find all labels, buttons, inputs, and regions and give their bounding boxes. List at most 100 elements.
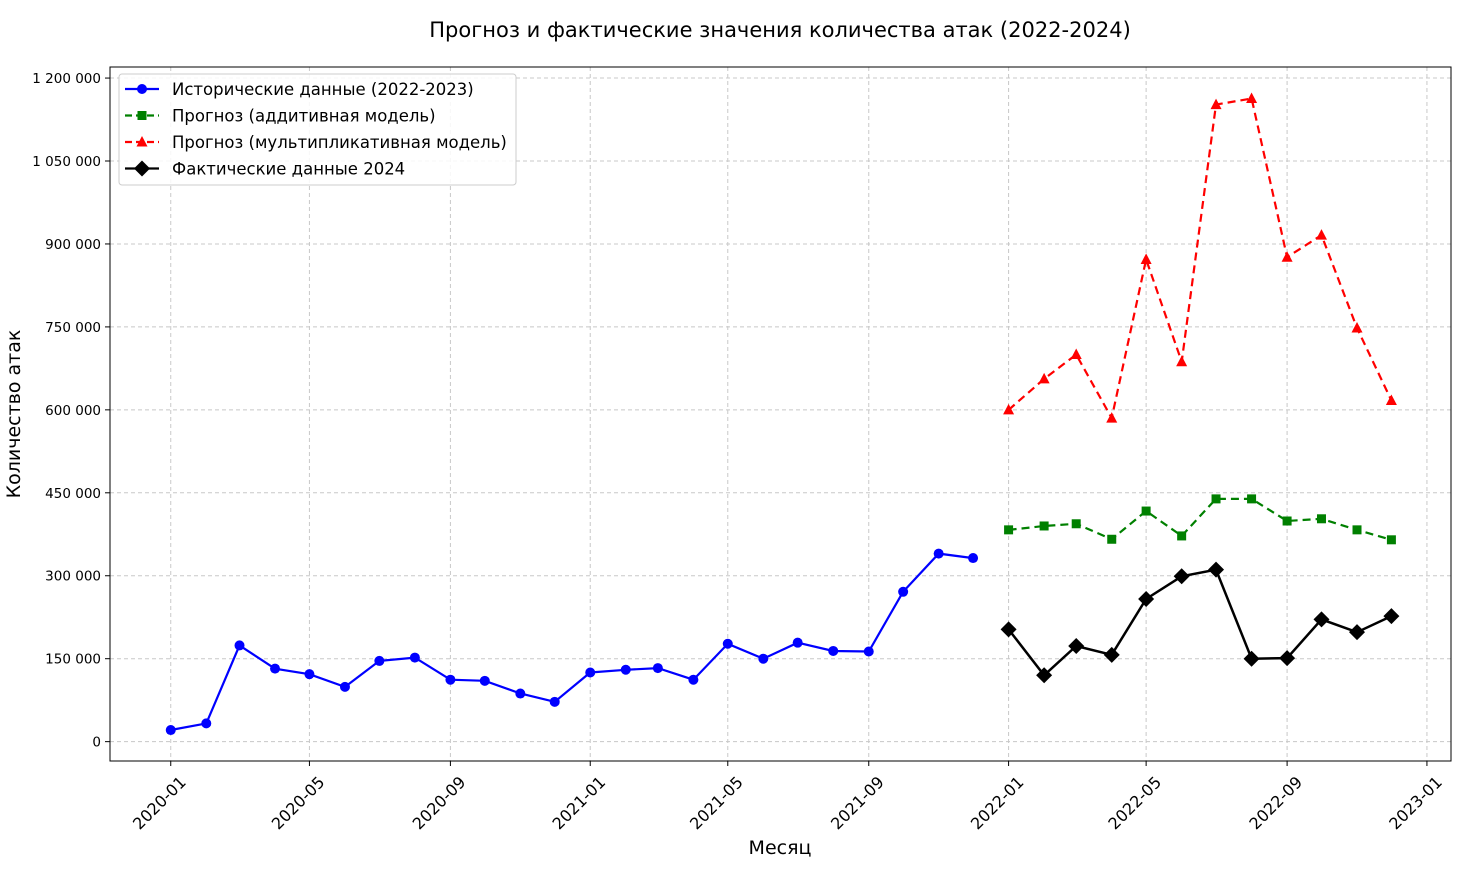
data-point: [374, 655, 385, 666]
data-point: [1173, 568, 1190, 585]
data-point: [1039, 521, 1049, 531]
data-point: [1208, 561, 1225, 578]
data-point: [863, 646, 874, 657]
x-tick-label: 2020-09: [409, 773, 470, 834]
data-point: [1313, 611, 1330, 628]
data-point: [409, 652, 420, 663]
y-tick-label: 600 000: [45, 403, 101, 419]
data-point: [1107, 534, 1117, 544]
chart-title: Прогноз и фактические значения количеств…: [429, 18, 1131, 42]
data-point: [968, 553, 979, 564]
data-point: [234, 640, 245, 651]
legend-label: Прогноз (мультипликативная модель): [172, 133, 507, 152]
data-point: [1140, 253, 1152, 264]
data-point: [1210, 98, 1222, 110]
data-point: [1279, 650, 1296, 667]
data-point: [1177, 531, 1187, 541]
legend-marker: [136, 136, 148, 147]
x-tick-label: 2021-09: [827, 773, 888, 834]
data-point: [722, 638, 733, 649]
data-point: [652, 663, 663, 674]
data-point: [1281, 251, 1293, 262]
series-line: [170, 552, 974, 732]
y-tick-label: 300 000: [45, 569, 101, 585]
y-tick-label: 1 050 000: [32, 154, 101, 170]
data-point: [1386, 535, 1396, 545]
legend: Исторические данные (2022-2023) Прогноз (…: [118, 73, 517, 186]
legend-box: [118, 73, 517, 186]
legend-marker: [134, 160, 150, 177]
data-point: [933, 548, 944, 559]
x-tick-label: 2022-01: [967, 773, 1028, 834]
data-point: [165, 725, 176, 736]
y-axis: 0 150 000 300 000 450 000 600 000 750 000 900 …: [32, 71, 110, 751]
data-point: [1385, 394, 1397, 405]
data-point: [1103, 646, 1120, 663]
y-tick-label: 450 000: [45, 486, 101, 502]
data-point: [1068, 637, 1085, 654]
data-point: [1315, 229, 1327, 240]
data-point: [1352, 525, 1362, 535]
x-axis-label: Месяц: [749, 837, 812, 859]
y-tick-label: 150 000: [45, 652, 101, 668]
data-point: [1349, 624, 1366, 641]
data-point: [304, 669, 315, 680]
plot-frame: [109, 66, 1452, 762]
y-tick-label: 1 200 000: [32, 71, 101, 87]
x-tick-label: 2022-09: [1245, 773, 1306, 834]
x-axis: 2020-01 2020-05 2020-09 2021-01 2021-05 2021-…: [129, 761, 1446, 833]
legend-entry: Прогноз (мультипликативная модель): [125, 133, 507, 152]
data-point: [620, 664, 631, 675]
data-point: [1316, 514, 1326, 524]
x-tick-label: 2023-01: [1385, 773, 1446, 834]
data-point: [1003, 403, 1015, 415]
data-point: [479, 675, 490, 686]
data-point: [898, 586, 909, 597]
data-point: [1000, 621, 1017, 638]
series-line: [1008, 497, 1392, 541]
data-point: [758, 653, 769, 664]
x-tick-label: 2021-05: [686, 773, 747, 834]
data-point: [515, 688, 526, 699]
data-point: [1036, 667, 1053, 684]
data-point: [1247, 494, 1257, 504]
data-point: [1383, 608, 1400, 625]
legend-label: Прогноз (аддитивная модель): [172, 107, 436, 126]
data-point: [1246, 92, 1258, 104]
data-point: [1243, 650, 1260, 667]
data-point: [1038, 372, 1050, 384]
data-point: [1004, 525, 1014, 535]
series-line: [1007, 568, 1392, 678]
data-point: [688, 674, 699, 685]
legend-marker: [137, 111, 147, 120]
x-tick-label: 2021-01: [549, 773, 610, 834]
legend-entry: Прогноз (аддитивная модель): [125, 107, 436, 126]
data-point: [270, 663, 281, 674]
series-line: [1007, 97, 1393, 422]
series-2: [1003, 92, 1397, 423]
data-point: [1282, 516, 1292, 526]
data-point: [549, 696, 560, 707]
data-point: [585, 667, 596, 678]
data-point: [1138, 590, 1155, 607]
data-point: [339, 681, 350, 692]
legend-marker: [137, 84, 147, 94]
data-point: [1351, 322, 1363, 333]
data-point: [201, 718, 212, 729]
data-point: [792, 637, 803, 648]
x-tick-label: 2020-05: [268, 773, 329, 834]
data-point: [1176, 355, 1188, 367]
y-tick-label: 0: [92, 735, 101, 751]
legend-label: Фактические данные 2024: [172, 160, 405, 179]
series-0: [165, 548, 979, 736]
x-tick-label: 2020-01: [129, 773, 190, 834]
legend-entry: Исторические данные (2022-2023): [125, 80, 474, 99]
y-axis-label: Количество атак: [3, 330, 25, 499]
series-1: [1004, 494, 1396, 545]
data-point: [445, 674, 456, 685]
series-3: [1000, 561, 1400, 684]
y-tick-label: 750 000: [45, 320, 101, 336]
legend-entry: Фактические данные 2024: [125, 160, 405, 179]
data-point: [1211, 494, 1221, 504]
